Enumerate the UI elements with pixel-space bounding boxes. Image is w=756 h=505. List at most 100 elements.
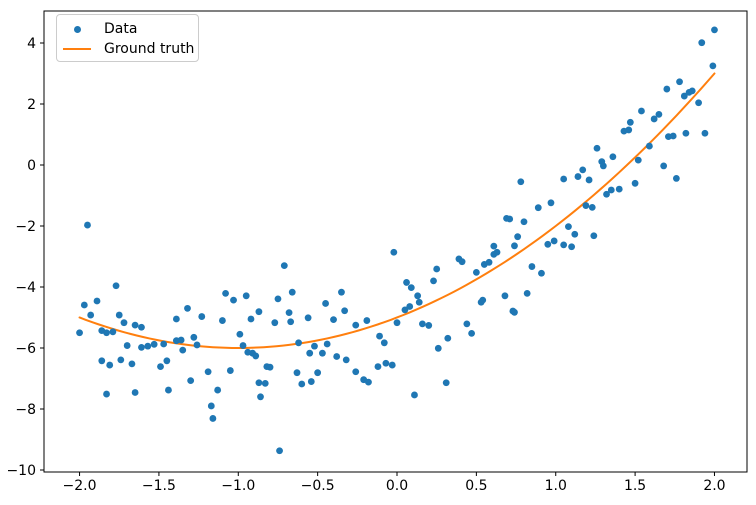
scatter-point [236,330,244,338]
scatter-point [131,321,139,329]
scatter-point [109,328,117,336]
scatter-point [442,379,450,387]
scatter-point [285,309,293,317]
x-tick-label: 0.5 [465,478,487,494]
scatter-point [603,190,610,198]
scatter-point [682,129,690,137]
scatter-point [574,173,582,180]
scatter-point [138,323,145,331]
scatter-point [568,243,576,251]
scatter-point [352,321,360,329]
scatter-point [76,329,83,337]
y-tick-label: 4 [27,36,36,52]
scatter-point [547,199,555,207]
axes-spines [43,10,748,473]
scatter-point [276,447,283,455]
y-tick-label: −4 [15,280,36,296]
scatter-point [511,242,518,250]
line-icon [63,48,91,50]
x-tick-label: 0.0 [386,478,408,494]
scatter-point [615,185,623,193]
y-tick-label: 2 [27,97,36,113]
scatter-point [672,175,680,182]
scatter-point [322,300,329,307]
scatter-point [280,262,288,270]
scatter-point [187,377,195,385]
scatter-point [468,329,476,337]
scatter-point [374,363,382,370]
scatter-point [680,92,688,100]
scatter-point [128,360,136,368]
scatter-point [165,386,172,394]
scatter-series [76,26,718,455]
scatter-point [106,361,114,369]
scatter-point [323,340,331,348]
scatter-point [98,357,106,365]
scatter-point [112,282,120,290]
scatter-point [625,126,633,134]
scatter-point [255,308,263,316]
legend: Data Ground truth [56,14,199,62]
scatter-point [511,308,518,316]
scatter-point [93,297,101,305]
scatter-point [115,311,123,319]
scatter-point [393,319,401,327]
scatter-point [204,368,212,376]
scatter-point [650,115,658,123]
scatter-point [458,258,466,266]
scatter-point [342,356,350,364]
scatter-point [131,389,139,396]
scatter-point [676,78,683,86]
scatter-point [534,204,542,212]
scatter-point [311,342,318,350]
scatter-point [401,306,409,314]
scatter-point [388,361,396,369]
scatter-point [523,289,531,297]
scatter-point [257,393,264,401]
scatter-point [222,289,229,297]
scatter-point [230,296,237,304]
y-tick-label: −10 [6,463,36,479]
scatter-point [288,288,296,296]
scatter-point [242,292,250,300]
scatter-point [274,295,282,303]
scatter-point [380,339,388,347]
scatter-point [376,332,383,340]
dot-icon [73,25,81,33]
scatter-point [599,162,607,170]
scatter-point [701,129,709,137]
scatter-point [406,303,414,310]
scatter-point [123,342,131,349]
scatter-point [407,284,415,291]
scatter-point [463,320,471,328]
scatter-point [352,368,360,376]
scatter-point [634,156,642,164]
legend-label-ground-truth: Ground truth [104,41,195,57]
scatter-point [193,341,201,349]
scatter-point [209,415,217,422]
scatter-point [585,176,593,184]
scatter-point [663,85,671,93]
scatter-marker-icon [63,25,91,33]
scatter-point [490,250,498,258]
scatter-point [698,39,706,47]
scatter-point [252,352,260,360]
scatter-point [150,340,158,348]
scatter-point [411,391,418,399]
scatter-point [506,215,514,223]
scatter-point [80,301,88,309]
y-tick-label: 0 [27,158,36,174]
scatter-point [314,369,322,377]
scatter-point [544,240,552,248]
scatter-point [365,378,372,386]
scatter-point [538,269,545,277]
scatter-point [138,343,145,351]
scatter-point [669,132,677,140]
scatter-point [485,258,493,266]
scatter-point [434,344,442,352]
scatter-point [560,175,568,183]
scatter-point [550,237,558,245]
scatter-point [501,292,509,300]
scatter-point [607,186,615,194]
